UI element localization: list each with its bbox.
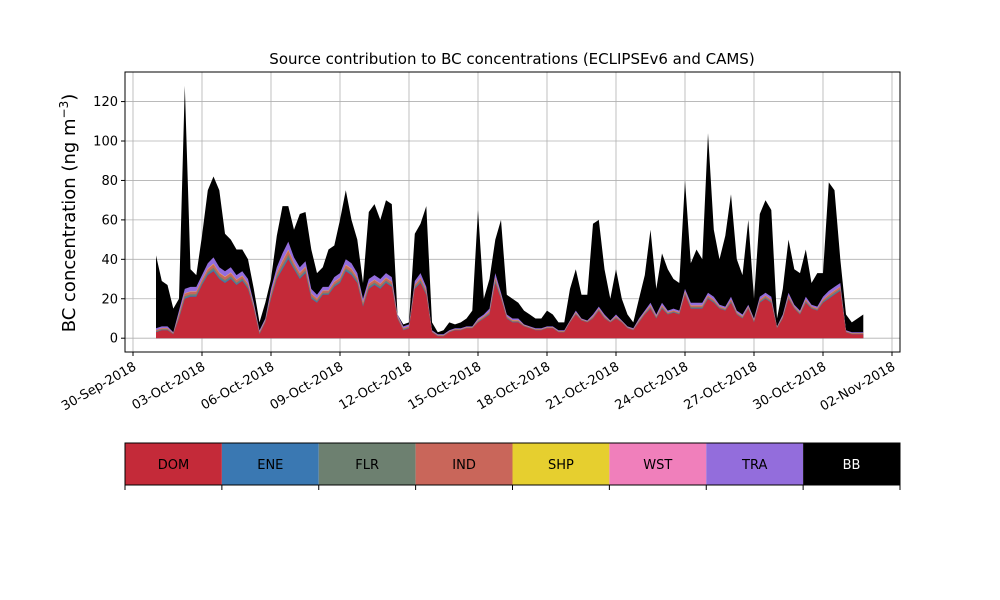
legend-label-ind: IND (452, 458, 476, 473)
legend-swatch-shp (512, 443, 610, 485)
y-axis-label-exponent: −3 (57, 101, 71, 119)
y-tick-label: 100 (93, 135, 118, 150)
stacked-areas (156, 85, 864, 339)
y-axis-label: BC concentration (ng m−3) (57, 94, 80, 333)
plot-frame (124, 71, 901, 353)
x-tick-label: 02-Nov-2018 (818, 359, 898, 414)
legend-swatch-dom (125, 443, 222, 485)
x-tick-label: 12-Oct-2018 (337, 359, 415, 413)
y-tick-label: 80 (101, 174, 118, 189)
x-tick-label: 03-Oct-2018 (130, 359, 208, 413)
legend-swatch-ind (415, 443, 513, 485)
legend-label-tra: TRA (741, 458, 767, 473)
y-axis-label-close: ) (59, 94, 80, 101)
x-tick-label: 24-Oct-2018 (613, 359, 691, 413)
y-tick-label: 60 (101, 213, 118, 228)
area-dom (156, 259, 864, 339)
y-axis-label-text: BC concentration (ng m (59, 118, 80, 332)
y-tick-label: 20 (101, 292, 118, 307)
x-tick-label: 27-Oct-2018 (682, 359, 760, 413)
x-tick-label: 21-Oct-2018 (544, 359, 622, 413)
y-tick-label: 0 (110, 332, 118, 347)
chart-title: Source contribution to BC concentrations… (269, 50, 754, 68)
legend-swatch-flr (318, 443, 416, 485)
area-bb (156, 85, 864, 339)
x-tick-label: 06-Oct-2018 (199, 359, 277, 413)
x-tick-label: 09-Oct-2018 (268, 359, 346, 413)
legend-frame (124, 442, 901, 486)
legend-swatch-ene (221, 443, 319, 485)
x-tick-label: 30-Oct-2018 (751, 359, 829, 413)
legend-swatch-tra (706, 443, 804, 485)
legend-swatch-bb (803, 443, 900, 485)
x-tick-label: 15-Oct-2018 (406, 359, 484, 413)
legend-label-wst: WST (643, 458, 672, 473)
legend-label-shp: SHP (548, 458, 574, 473)
legend-label-dom: DOM (158, 458, 189, 473)
x-tick-label: 30-Sep-2018 (59, 359, 139, 414)
x-tick-label: 18-Oct-2018 (475, 359, 553, 413)
y-tick-label: 120 (93, 95, 118, 110)
legend-label-ene: ENE (257, 458, 283, 473)
legend-label-bb: BB (843, 458, 861, 473)
legend-label-flr: FLR (355, 458, 379, 473)
legend-colorbar: DOM ENE FLR IND SHP WST TRA BB (124, 442, 901, 490)
y-tick-label: 40 (101, 253, 118, 268)
legend-swatch-wst (609, 443, 707, 485)
